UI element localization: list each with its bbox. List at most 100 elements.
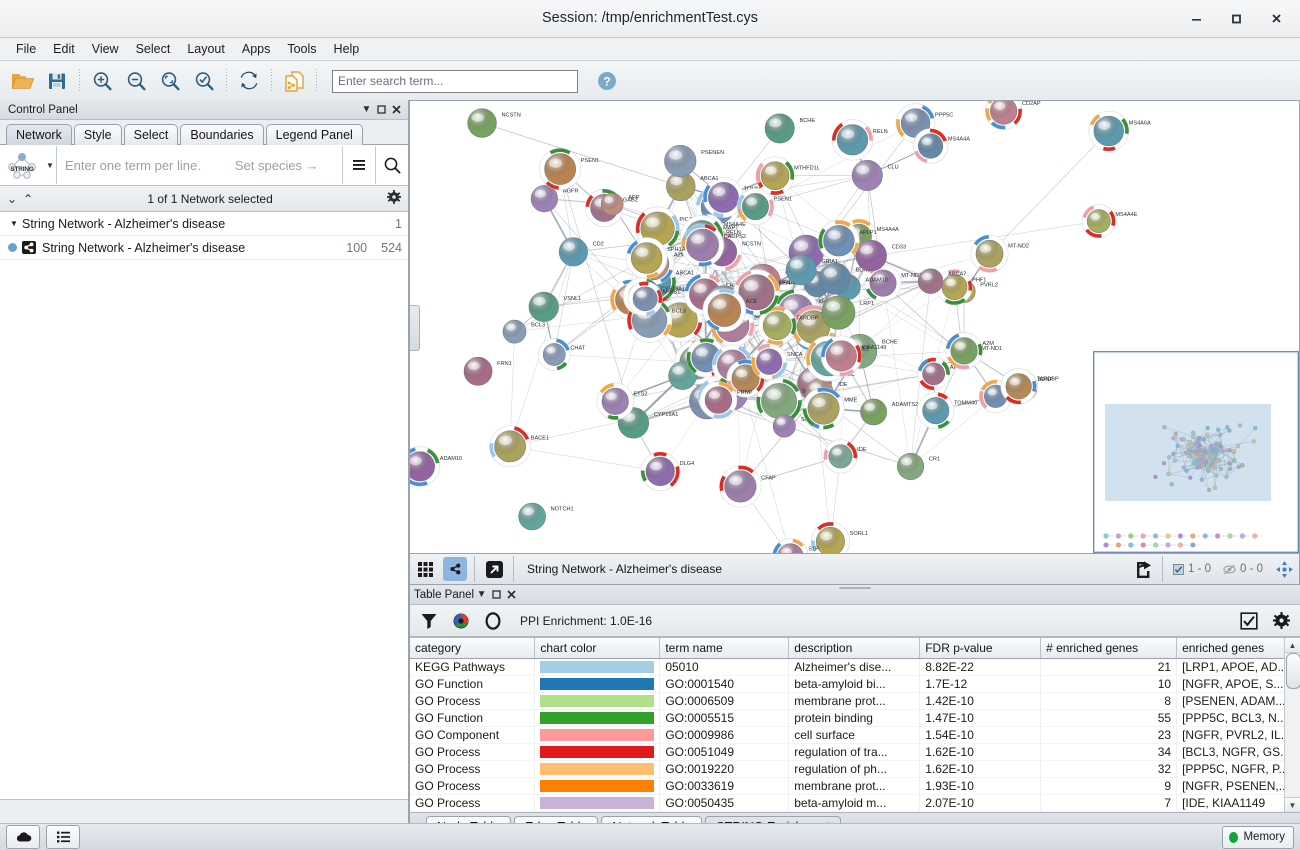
chart-color-swatch — [540, 780, 655, 792]
chart-color-swatch — [540, 695, 655, 707]
list-icon[interactable] — [46, 825, 80, 849]
selected-nodes-counter[interactable]: 1 - 0 — [1167, 563, 1217, 575]
table-panel-float-icon[interactable] — [489, 587, 504, 602]
col-num-enriched-genes[interactable]: # enriched genes — [1040, 638, 1178, 659]
panel-close-icon[interactable] — [389, 102, 404, 117]
cell-term-name: GO:0050435 — [659, 794, 790, 812]
collapse-all-icon[interactable]: ⌄ — [7, 191, 18, 206]
detach-view-icon[interactable] — [479, 554, 509, 584]
divider — [56, 146, 57, 184]
tab-legend-panel[interactable]: Legend Panel — [265, 124, 363, 145]
string-species-caret-icon[interactable]: ▼ — [46, 160, 54, 170]
overview-viewport-rect[interactable] — [1105, 404, 1271, 501]
table-panel-dropdown-icon[interactable]: ▼ — [476, 589, 487, 600]
tab-style[interactable]: Style — [73, 124, 122, 145]
table-row[interactable]: GO Function GO:0001540 beta-amyloid bi... 1… — [410, 675, 1300, 693]
zoom-out-icon[interactable] — [119, 64, 153, 98]
table-row[interactable]: GO Process GO:0019220 regulation of ph... 1… — [410, 760, 1300, 778]
cell-description: regulation of ph... — [788, 760, 921, 778]
svg-text:SPH1A: SPH1A — [667, 247, 686, 253]
table-row[interactable]: GO Process GO:0050435 beta-amyloid m... 2.0… — [410, 794, 1300, 812]
tab-select[interactable]: Select — [123, 124, 179, 145]
tab-network[interactable]: Network — [6, 124, 72, 145]
menu-help[interactable]: Help — [333, 42, 360, 56]
donut-icon[interactable] — [482, 610, 504, 632]
col-term-name[interactable]: term name — [659, 638, 790, 659]
export-network-icon[interactable] — [277, 64, 311, 98]
cell-chart-color — [534, 709, 661, 727]
minimize-button[interactable] — [1176, 4, 1216, 34]
table-row[interactable]: GO Process GO:0033619 membrane prot... 1.93… — [410, 777, 1300, 795]
svg-text:PPP5C: PPP5C — [935, 113, 953, 119]
menu-select[interactable]: Select — [135, 42, 171, 56]
refresh-icon[interactable] — [232, 64, 266, 98]
menu-view[interactable]: View — [91, 42, 119, 56]
table-header-row: category chart color term name descripti… — [410, 638, 1300, 659]
col-category[interactable]: category — [410, 638, 536, 659]
network-graph-canvas[interactable]: MT-ND2 MT-ND1 VSNL1 GAB2 ADAMTS2 PVRL2 TOMM40 S… — [410, 101, 1299, 554]
col-chart-color[interactable]: chart color — [534, 638, 661, 659]
maximize-button[interactable] — [1216, 4, 1256, 34]
cloud-icon[interactable] — [6, 825, 40, 849]
scroll-up-icon[interactable]: ▲ — [1285, 638, 1300, 653]
col-enriched-genes[interactable]: enriched genes — [1176, 638, 1300, 659]
tab-boundaries[interactable]: Boundaries — [180, 124, 264, 145]
menu-edit[interactable]: Edit — [53, 42, 75, 56]
panel-float-icon[interactable] — [374, 102, 389, 117]
zoom-fit-icon[interactable] — [153, 64, 187, 98]
scroll-down-icon[interactable]: ▼ — [1285, 797, 1300, 812]
save-icon[interactable] — [40, 64, 74, 98]
window-controls — [1176, 0, 1296, 37]
chart-color-icon[interactable] — [450, 610, 472, 632]
panel-dropdown-icon[interactable]: ▼ — [361, 104, 372, 115]
set-species-link[interactable]: Set species → — [234, 157, 319, 173]
fit-network-icon[interactable] — [1269, 554, 1299, 584]
filter-icon[interactable] — [418, 610, 440, 632]
menu-file[interactable]: File — [16, 42, 37, 56]
network-tree-root-row[interactable]: ▼ String Network - Alzheimer's disease 1 — [0, 212, 408, 236]
zoom-in-icon[interactable] — [85, 64, 119, 98]
close-button[interactable] — [1256, 4, 1296, 34]
table-row[interactable]: KEGG Pathways 05010 Alzheimer's dise... 8.8… — [410, 658, 1300, 676]
table-row[interactable]: GO Function GO:0005515 protein binding 1.47… — [410, 709, 1300, 727]
string-options-icon[interactable] — [343, 146, 375, 184]
string-logo-icon[interactable]: STRING — [0, 146, 44, 184]
search-input[interactable]: Enter search term... — [332, 69, 578, 93]
export-view-icon[interactable] — [1128, 554, 1158, 584]
zoom-selected-icon[interactable] — [187, 64, 221, 98]
network-overview-panel[interactable] — [1093, 351, 1299, 553]
col-fdr-pvalue[interactable]: FDR p-value — [919, 638, 1042, 659]
view-collapse-handle[interactable] — [410, 305, 420, 351]
menu-tools[interactable]: Tools — [287, 42, 317, 56]
select-all-icon[interactable] — [1238, 610, 1260, 632]
menu-apps[interactable]: Apps — [241, 42, 271, 56]
network-tree-child-row[interactable]: String Network - Alzheimer's disease 100… — [0, 236, 408, 260]
open-folder-icon[interactable] — [6, 64, 40, 98]
col-description[interactable]: description — [788, 638, 921, 659]
grid-view-icon[interactable] — [410, 554, 440, 584]
svg-text:BACE1: BACE1 — [531, 435, 549, 441]
svg-text:BCL3: BCL3 — [672, 308, 686, 314]
memory-indicator[interactable]: Memory — [1222, 825, 1294, 849]
help-icon[interactable]: ? — [590, 64, 624, 98]
table-panel-close-icon[interactable] — [504, 587, 519, 602]
network-view[interactable]: MT-ND2 MT-ND1 VSNL1 GAB2 ADAMTS2 PVRL2 TOMM40 S… — [409, 100, 1300, 554]
svg-text:CLU: CLU — [888, 165, 899, 171]
table-row[interactable]: GO Process GO:0006509 membrane prot... 1.42… — [410, 692, 1300, 710]
table-row[interactable]: GO Component GO:0009986 cell surface 1.54E-… — [410, 726, 1300, 744]
network-view-toggle-icon[interactable] — [443, 557, 467, 581]
tree-expand-icon[interactable]: ▼ — [10, 219, 18, 228]
svg-text:MS4A4E: MS4A4E — [724, 222, 746, 228]
table-settings-gear-icon[interactable] — [1270, 610, 1292, 632]
string-search-icon[interactable] — [376, 146, 408, 184]
table-vertical-scrollbar[interactable]: ▲ ▼ — [1284, 638, 1300, 812]
table-row[interactable]: GO Process GO:0051049 regulation of tra...… — [410, 743, 1300, 761]
hidden-nodes-counter[interactable]: 0 - 0 — [1217, 563, 1269, 576]
string-term-input[interactable]: Enter one term per line. Set species → — [57, 158, 342, 173]
enrichment-table-container[interactable]: category chart color term name descripti… — [410, 637, 1300, 812]
cell-enriched-genes: [NGFR, APOE, S... — [1176, 675, 1300, 693]
menu-layout[interactable]: Layout — [187, 42, 225, 56]
scrollbar-thumb[interactable] — [1286, 653, 1300, 689]
network-settings-gear-icon[interactable] — [387, 190, 401, 207]
expand-all-icon[interactable]: ⌃ — [23, 191, 34, 206]
